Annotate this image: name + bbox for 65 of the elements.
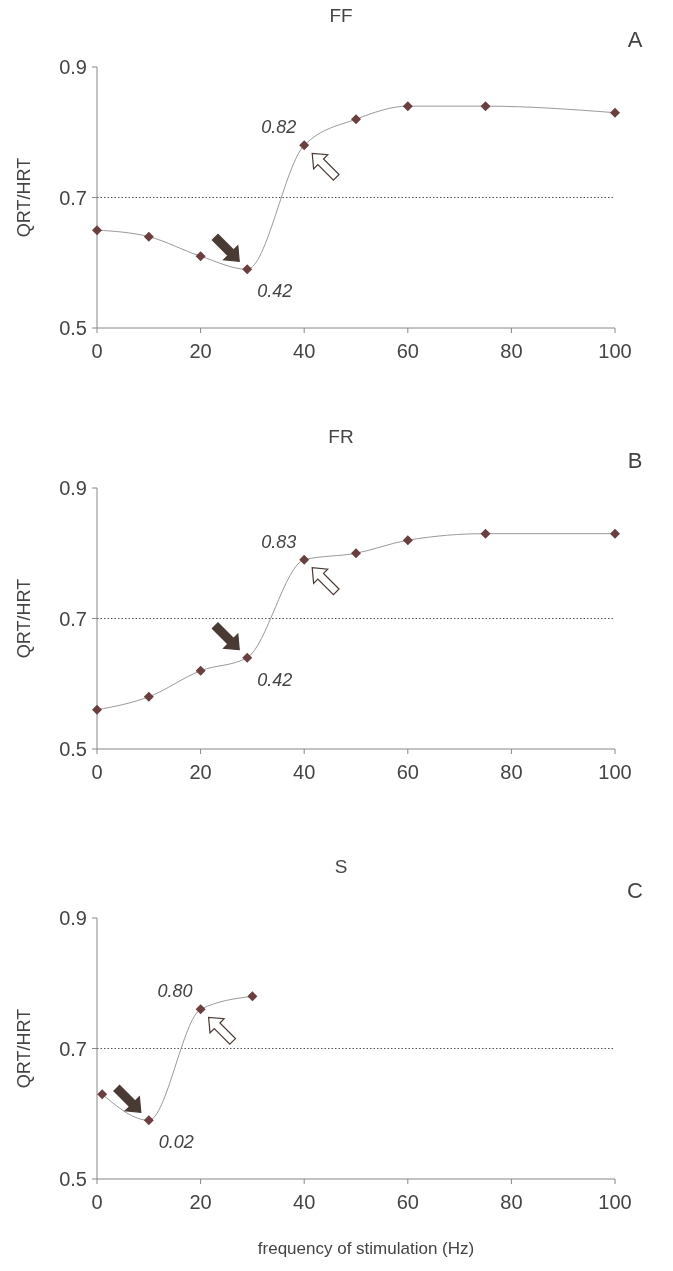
x-tick-label: 100 [598,1191,632,1213]
y-tick-label: 0.5 [59,738,87,760]
annotation: 0.83 [261,531,297,552]
point [351,548,361,559]
annotation: 0.42 [257,281,293,302]
point [299,554,310,565]
y-tick-label: 0.7 [59,1037,87,1060]
point [242,652,253,663]
text: C [627,878,644,903]
point [92,225,102,236]
y-axis-title: QRT/HRT [14,157,34,238]
y-tick-label: 0.7 [59,186,87,209]
point [610,528,620,539]
x-tick-label: 40 [293,340,316,362]
point [97,1089,108,1100]
x-tick-label: 80 [500,340,523,362]
point [143,1115,154,1126]
y-tick-label: 0.5 [59,317,87,339]
x-tick-label: 60 [396,340,419,362]
y-tick-label: 0.7 [59,607,87,630]
x-tick-label: 20 [189,340,212,362]
y-axis-title: QRT/HRT [14,578,34,659]
x-tick-label: 40 [293,761,316,783]
annotation: 0.02 [158,1132,194,1153]
x-axis-title: frequency of stimulation (Hz) [257,1239,475,1258]
point [143,231,154,242]
point [247,991,258,1002]
point [195,251,206,262]
x-tick-label: 0 [91,761,103,783]
x-tick-label: 100 [598,761,632,783]
point [195,1004,206,1015]
chart-title: FF [329,5,353,26]
x-tick-label: 20 [189,761,212,783]
point [480,528,491,539]
point [92,704,102,715]
point [610,107,620,118]
point [299,140,310,151]
chart-title: FR [328,426,354,447]
point [351,114,361,125]
text: B [627,448,643,473]
point [143,691,154,702]
x-tick-label: 100 [598,340,632,362]
point [402,535,413,546]
point [402,101,413,112]
x-tick-label: 60 [396,1191,419,1213]
point [195,665,206,676]
x-tick-label: 60 [396,761,419,783]
point [480,101,491,112]
point [242,264,253,275]
y-tick-label: 0.9 [59,477,87,499]
x-tick-label: 20 [189,1191,212,1213]
x-tick-label: 0 [91,1191,103,1213]
y-tick-label: 0.9 [59,56,87,78]
x-tick-label: 80 [500,1191,523,1213]
x-tick-label: 0 [91,340,103,362]
annotation: 0.80 [157,981,193,1002]
x-tick-label: 80 [500,761,523,783]
text: A [627,27,643,52]
y-axis-title: QRT/HRT [14,1008,34,1089]
chart-title: S [334,856,348,877]
x-tick-label: 40 [293,1191,316,1213]
y-tick-label: 0.9 [59,907,87,929]
annotation: 0.82 [261,117,297,138]
y-tick-label: 0.5 [59,1168,87,1190]
annotation: 0.42 [257,669,293,690]
